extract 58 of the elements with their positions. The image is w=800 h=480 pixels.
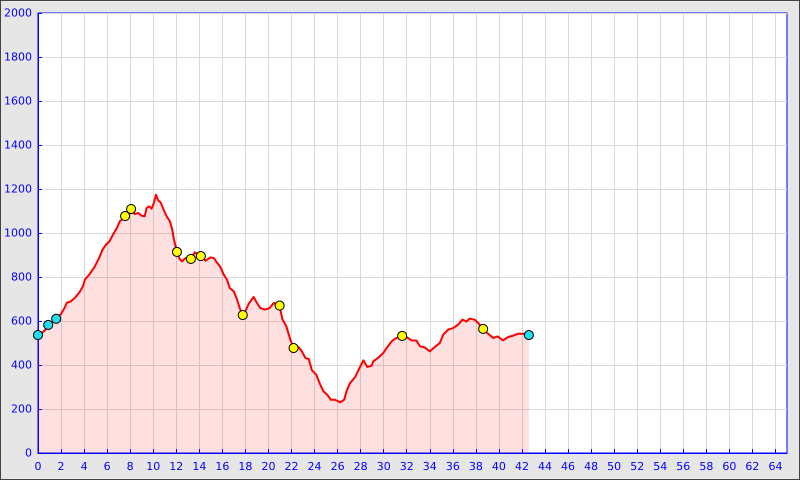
x-tick-label: 2: [58, 460, 65, 473]
y-tick-label: 200: [10, 402, 32, 416]
x-tick-label: 40: [492, 460, 506, 473]
y-tick-label: 1200: [4, 182, 32, 196]
x-tick-label: 52: [630, 460, 644, 473]
point: [478, 324, 488, 334]
x-tick-label: 14: [192, 460, 206, 473]
x-tick-label: 18: [238, 460, 252, 473]
x-tick-label: 0: [34, 460, 42, 473]
y-tick-label: 2000: [4, 6, 32, 20]
x-tick-label: 26: [330, 460, 345, 473]
point: [33, 330, 43, 340]
x-tick-label: 54: [653, 460, 668, 473]
x-tick-label: 34: [422, 460, 437, 473]
x-tick-label: 48: [584, 460, 598, 473]
y-tick-label: 1000: [4, 226, 32, 240]
x-tick-label: 22: [284, 460, 299, 473]
x-tick-label: 4: [80, 460, 88, 473]
x-tick-label: 32: [400, 460, 414, 473]
point: [288, 343, 299, 354]
x-tick-label: 16: [215, 460, 230, 473]
point: [120, 211, 130, 222]
x-tick-label: 64: [768, 460, 782, 473]
point: [238, 310, 248, 320]
x-tick-label: 62: [745, 460, 760, 473]
point: [126, 204, 136, 214]
y-tick-label: 1600: [4, 94, 32, 108]
point: [186, 254, 196, 264]
y-tick-label: 1800: [4, 50, 32, 64]
x-tick-label: 50: [607, 460, 622, 473]
x-tick-label: 30: [376, 460, 391, 473]
x-tick-label: 36: [446, 460, 460, 473]
point: [397, 330, 408, 341]
x-tick-label: 44: [538, 460, 552, 473]
x-tick-label: 56: [676, 460, 690, 473]
y-tick-label: 600: [10, 314, 32, 328]
point: [524, 330, 534, 340]
y-tick-label: 0: [24, 446, 32, 460]
point: [274, 300, 285, 311]
y-tick-label: 800: [10, 270, 32, 284]
x-tick-label: 28: [354, 460, 368, 473]
x-tick-label: 42: [514, 460, 529, 473]
x-tick-label: 58: [699, 460, 714, 473]
point: [172, 246, 182, 257]
x-tick-label: 60: [722, 460, 736, 473]
x-tick-label: 10: [146, 460, 160, 473]
point: [51, 314, 62, 324]
x-tick-label: 20: [261, 460, 276, 473]
point: [43, 320, 54, 330]
x-tick-label: 24: [308, 460, 322, 473]
x-tick-label: 46: [561, 460, 576, 473]
x-tick-label: 6: [104, 460, 111, 473]
x-tick-label: 8: [126, 460, 134, 473]
x-tick-label: 12: [169, 460, 184, 473]
x-tick-label: 38: [468, 460, 483, 473]
point: [196, 251, 206, 262]
y-tick-label: 1400: [4, 138, 32, 152]
y-tick-label: 400: [10, 358, 32, 372]
